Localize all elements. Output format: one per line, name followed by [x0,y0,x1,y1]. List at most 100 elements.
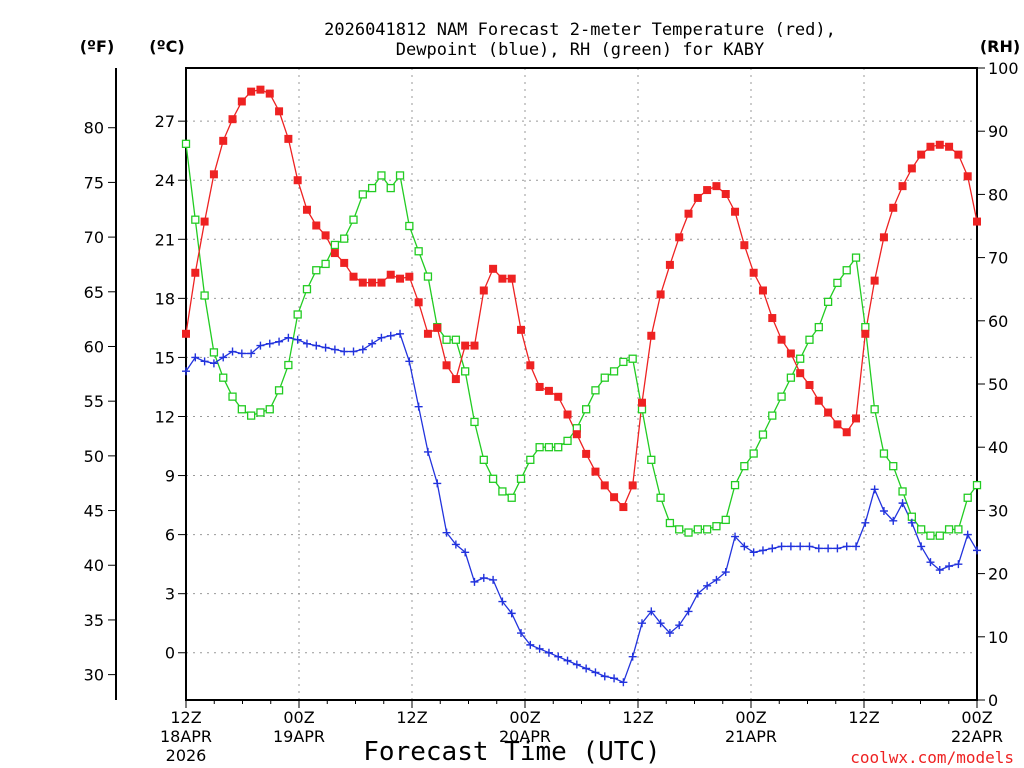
series-layer [181,85,982,687]
temperature-point [898,182,907,191]
dewpoint-point [386,331,395,340]
rh-axis-ticks: 0 10 20 30 40 50 60 70 80 90 100 [977,59,1019,710]
rh-point [628,354,637,363]
dewpoint-point [405,357,414,366]
temperature-point [572,430,581,439]
rh-point [340,234,349,243]
temperature-point [498,274,507,283]
rh-point [237,405,246,414]
dewpoint-point [377,333,386,342]
dewpoint-point [284,333,293,342]
dewpoint-point [423,447,432,456]
rh-point [702,525,712,534]
dewpoint-point [814,544,823,553]
rh-tick-label: 0 [988,691,998,710]
dewpoint-point [610,674,619,683]
dewpoint-point [926,558,935,567]
rh-point [200,291,209,300]
dewpoint-point [805,542,814,551]
temperature-point [665,260,674,269]
rh-point [591,386,600,395]
rh-point [246,411,256,420]
dewpoint-point [535,644,544,653]
dewpoint-point [833,544,842,553]
celsius-tick-label: 27 [155,112,175,131]
temperature-point [963,172,972,181]
fahrenheit-tick-label: 30 [84,666,104,685]
temperature-point [703,186,712,195]
rh-point [898,487,907,496]
temperature-point [740,241,749,250]
rh-tick-label: 60 [988,312,1008,331]
fahrenheit-tick-label: 35 [84,611,104,630]
rh-point [842,266,851,275]
rh-point [861,322,870,332]
temperature-point [275,107,284,116]
dewpoint-point [731,532,740,541]
dewpoint-point [935,566,944,575]
temperature-point [330,249,339,258]
dewpoint-point [656,619,665,628]
rh-point [284,360,293,370]
temperature-point [833,420,842,429]
time-tick-date: 20APR [499,727,551,746]
dewpoint-point [433,479,442,488]
temperature-point [973,217,981,226]
dewpoint-point [349,347,358,356]
temperature-point [814,396,823,405]
temperature-point [433,323,442,332]
dewpoint-point [675,621,684,630]
dewpoint-point [749,548,758,557]
dewpoint-point [321,343,330,352]
temperature-point [889,203,898,212]
rh-point [526,455,535,464]
rh-point [386,183,395,193]
dewpoint-point [191,353,200,362]
dewpoint-point [275,337,284,346]
fahrenheit-tick-label: 45 [84,502,104,521]
dewpoint-point [740,542,749,551]
temperature-point [824,408,833,417]
dewpoint-point [479,573,488,582]
time-tick-year: 2026 [166,746,207,765]
rh-point [377,171,386,180]
rh-tick-label: 100 [988,59,1019,78]
dewpoint-point [247,349,256,358]
rh-point [312,266,321,275]
celsius-tick-label: 0 [165,644,175,663]
dewpoint-point [824,544,833,553]
time-tick-date: 22APR [951,727,1003,746]
temperature-point [517,325,526,334]
temperature-point [321,231,330,240]
dewpoint-point [898,499,907,508]
celsius-tick-label: 18 [155,289,175,308]
temperature-point [219,136,228,145]
rh-point [954,525,963,534]
fahrenheit-tick-label: 70 [84,228,104,247]
rh-point [758,430,768,439]
rh-point [730,480,740,490]
rh-point [265,405,274,414]
rh-point [442,335,451,344]
rh-tick-label: 20 [988,565,1008,584]
rh-point [461,367,470,376]
temperature-point [386,270,395,279]
rh-point [823,297,833,306]
temperature-point [200,217,209,226]
temperature-point [182,329,190,338]
temperature-point [377,278,386,287]
rh-tick-label: 10 [988,628,1008,647]
dewpoint-point [703,581,712,590]
fahrenheit-tick-label: 55 [84,392,104,411]
temperature-point [554,392,563,401]
temperature-point [870,276,879,285]
dewpoint-point [870,485,879,494]
temperature-point [423,329,432,338]
temperature-point [470,341,479,350]
temperature-point [209,170,218,179]
temperature-point [312,221,321,230]
rh-tick-label: 80 [988,185,1008,204]
rh-point [637,405,647,414]
rh-point [544,443,554,452]
